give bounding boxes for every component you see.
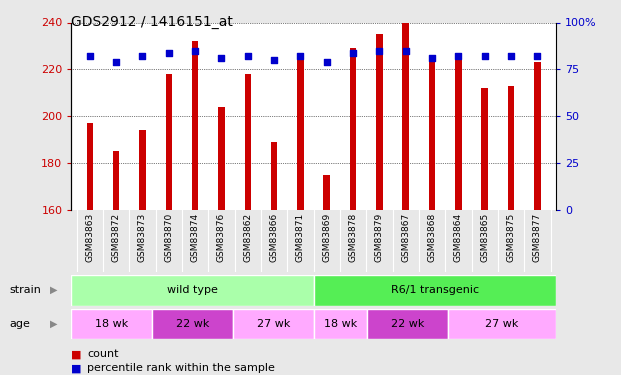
Point (269, 57, 279, 63)
Bar (402, 22, 409, 210)
Bar (218, 107, 225, 210)
Text: percentile rank within the sample: percentile rank within the sample (87, 363, 275, 373)
Text: GDS2912 / 1416151_at: GDS2912 / 1416151_at (71, 15, 233, 29)
Text: R6/1 transgenic: R6/1 transgenic (391, 285, 479, 295)
Bar (428, 56, 435, 210)
Bar (192, 41, 199, 210)
Text: GSM83877: GSM83877 (533, 213, 542, 262)
Point (480, 53, 490, 59)
Point (137, 53, 147, 59)
Point (506, 53, 516, 59)
Bar (71, 275, 314, 306)
Point (322, 59, 332, 65)
Bar (113, 152, 119, 210)
Point (164, 50, 174, 55)
Text: GSM83878: GSM83878 (348, 213, 358, 262)
Text: GSM83868: GSM83868 (428, 213, 437, 262)
Text: 18 wk: 18 wk (324, 319, 357, 329)
Bar (350, 48, 356, 210)
Text: GSM83867: GSM83867 (401, 213, 410, 262)
Text: GSM83866: GSM83866 (270, 213, 279, 262)
Text: ■: ■ (71, 350, 86, 359)
Bar (271, 142, 278, 210)
Text: GSM83876: GSM83876 (217, 213, 226, 262)
Bar (324, 175, 330, 210)
Point (348, 50, 358, 55)
Text: ▶: ▶ (50, 319, 57, 329)
Bar (508, 86, 514, 210)
Bar (297, 60, 304, 210)
Text: strain: strain (9, 285, 41, 295)
Text: ▶: ▶ (50, 285, 57, 295)
Text: GSM83875: GSM83875 (507, 213, 515, 262)
Bar (481, 88, 488, 210)
Bar (314, 309, 368, 339)
Bar (233, 309, 314, 339)
Bar (245, 74, 251, 210)
Text: GSM83871: GSM83871 (296, 213, 305, 262)
Bar (166, 74, 172, 210)
Text: ■: ■ (71, 363, 86, 373)
Text: age: age (9, 319, 30, 329)
Text: GSM83862: GSM83862 (243, 213, 252, 262)
Bar (139, 130, 146, 210)
Point (532, 53, 542, 59)
Point (427, 55, 437, 61)
Text: count: count (87, 350, 119, 359)
Point (190, 48, 200, 54)
Text: GSM83874: GSM83874 (191, 213, 199, 262)
Bar (86, 123, 93, 210)
Point (243, 53, 253, 59)
Text: GSM83863: GSM83863 (85, 213, 94, 262)
Text: wild type: wild type (167, 285, 218, 295)
Point (401, 48, 410, 54)
Point (296, 53, 306, 59)
Text: 27 wk: 27 wk (485, 319, 519, 329)
Text: GSM83879: GSM83879 (375, 213, 384, 262)
Text: 22 wk: 22 wk (176, 319, 209, 329)
Text: GSM83865: GSM83865 (480, 213, 489, 262)
Bar (368, 309, 448, 339)
Bar (376, 34, 383, 210)
Text: 18 wk: 18 wk (95, 319, 129, 329)
Point (111, 59, 121, 65)
Text: GSM83873: GSM83873 (138, 213, 147, 262)
Text: GSM83869: GSM83869 (322, 213, 331, 262)
Point (217, 55, 227, 61)
Bar (534, 62, 541, 210)
Bar (448, 309, 556, 339)
Point (85, 53, 95, 59)
Point (374, 48, 384, 54)
Bar (314, 275, 556, 306)
Bar (152, 309, 233, 339)
Text: GSM83870: GSM83870 (165, 213, 173, 262)
Point (453, 53, 463, 59)
Text: 22 wk: 22 wk (391, 319, 425, 329)
Bar (455, 56, 461, 210)
Text: GSM83864: GSM83864 (454, 213, 463, 262)
Text: 27 wk: 27 wk (256, 319, 290, 329)
Text: GSM83872: GSM83872 (112, 213, 120, 262)
Bar (71, 309, 152, 339)
